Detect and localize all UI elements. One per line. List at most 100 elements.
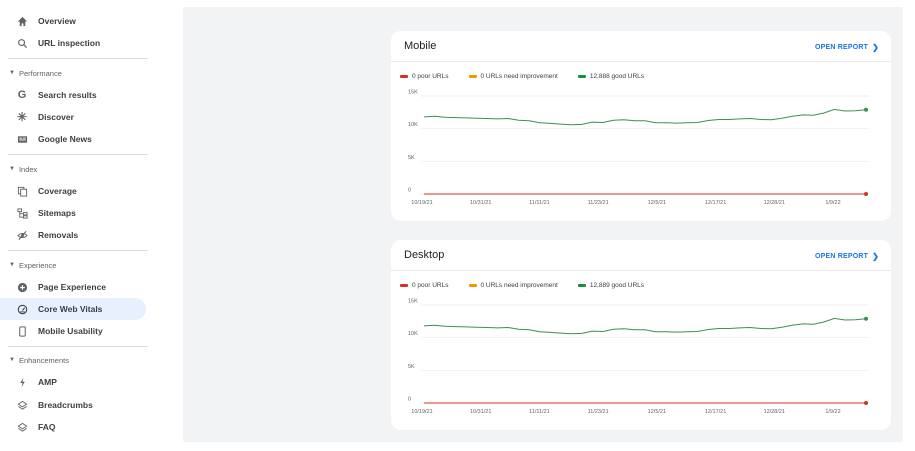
legend-poor: 0 poor URLs xyxy=(400,282,449,289)
section-label: Performance xyxy=(18,68,62,78)
home-icon xyxy=(16,15,28,27)
divider xyxy=(391,61,891,62)
legend-label: 12,889 good URLs xyxy=(589,282,645,289)
section-label: Index xyxy=(18,164,38,174)
sidebar-item-label: Discover xyxy=(38,112,74,122)
divider xyxy=(8,58,148,59)
sidebar-item-mobile-usability[interactable]: Mobile Usability xyxy=(0,320,146,342)
phone-icon xyxy=(16,325,28,337)
y-tick-label: 10K xyxy=(408,122,418,128)
plus-circle-icon xyxy=(16,281,28,293)
divider xyxy=(8,250,148,251)
open-report-label: OPEN REPORT xyxy=(814,253,869,260)
sidebar-item-label: FAQ xyxy=(38,422,56,432)
x-tick-label: 10/19/21 xyxy=(411,200,432,206)
x-tick-label: 12/17/21 xyxy=(705,200,726,206)
sidebar-item-search-results[interactable]: G Search results xyxy=(0,84,146,106)
section-index[interactable]: ▼ Index xyxy=(0,160,150,178)
y-tick-label: 0 xyxy=(408,188,411,194)
x-tick-label: 10/31/21 xyxy=(470,409,491,415)
sidebar-item-core-web-vitals[interactable]: Core Web Vitals xyxy=(0,298,146,320)
chevron-right-icon: ❯ xyxy=(872,252,879,261)
caret-down-icon: ▼ xyxy=(9,70,15,76)
sidebar-item-overview[interactable]: Overview xyxy=(0,10,146,32)
open-report-button[interactable]: OPEN REPORT ❯ xyxy=(815,43,879,52)
y-tick-label: 10K xyxy=(408,331,418,337)
legend-label: 0 poor URLs xyxy=(412,282,449,289)
asterisk-icon: ✳ xyxy=(16,110,28,124)
sidebar-item-label: Sitemaps xyxy=(38,208,76,218)
sidebar-item-label: AMP xyxy=(38,377,57,387)
card-title: Desktop xyxy=(404,249,445,261)
sidebar-item-label: Overview xyxy=(38,16,76,26)
section-label: Enhancements xyxy=(18,355,69,365)
x-tick-label: 12/17/21 xyxy=(705,409,726,415)
sidebar-item-label: Search results xyxy=(38,90,97,100)
mobile-line-chart: 15K 10K 5K 010/19/21 10/31/21 11/11/21 11/23/2… xyxy=(408,90,869,206)
x-tick-label: 1/9/22 xyxy=(825,200,840,206)
speedometer-icon xyxy=(16,303,28,315)
bolt-icon xyxy=(16,376,28,388)
x-tick-label: 1/9/22 xyxy=(825,409,840,415)
desktop-line-chart: 15K 10K 5K 010/19/21 10/31/21 11/11/21 11/23/2… xyxy=(408,299,869,415)
x-tick-label: 12/28/21 xyxy=(764,409,785,415)
news-icon xyxy=(16,133,28,145)
legend-swatch xyxy=(577,284,586,287)
sidebar-item-coverage[interactable]: Coverage xyxy=(0,180,146,202)
legend-swatch xyxy=(577,75,586,78)
legend-swatch xyxy=(468,75,477,78)
copy-icon xyxy=(16,185,28,197)
chart-legend: 0 poor URLs 0 URLs need improvement 12,8… xyxy=(400,282,664,289)
legend-poor: 0 poor URLs xyxy=(400,73,449,80)
x-tick-label: 11/23/21 xyxy=(588,200,609,206)
main-content: Mobile OPEN REPORT ❯ 0 poor URLs 0 URLs … xyxy=(183,7,903,442)
google-g-icon: G xyxy=(17,89,27,101)
sidebar-item-label: Breadcrumbs xyxy=(38,400,93,410)
legend-swatch xyxy=(400,284,408,287)
caret-down-icon: ▼ xyxy=(9,166,15,172)
sidebar-item-faq[interactable]: FAQ xyxy=(0,416,146,438)
sidebar-item-discover[interactable]: ✳ Discover xyxy=(0,106,146,128)
x-tick-label: 10/31/21 xyxy=(470,200,491,206)
legend-good: 12,889 good URLs xyxy=(577,282,645,289)
divider xyxy=(391,270,891,271)
x-tick-label: 12/5/21 xyxy=(648,200,666,206)
x-tick-label: 12/5/21 xyxy=(648,409,666,415)
y-tick-label: 15K xyxy=(408,299,418,305)
mobile-report-card: Mobile OPEN REPORT ❯ 0 poor URLs 0 URLs … xyxy=(391,31,891,221)
sidebar-item-sitemaps[interactable]: Sitemaps xyxy=(0,202,146,224)
sidebar-item-label: Removals xyxy=(38,230,79,240)
sidebar-item-page-experience[interactable]: Page Experience xyxy=(0,276,146,298)
x-tick-label: 11/23/21 xyxy=(588,409,609,415)
caret-down-icon: ▼ xyxy=(9,357,15,363)
sidebar-item-breadcrumbs[interactable]: Breadcrumbs xyxy=(0,394,146,416)
sidebar-item-amp[interactable]: AMP xyxy=(0,371,146,393)
legend-needs-improvement: 0 URLs need improvement xyxy=(468,282,558,289)
section-label: Experience xyxy=(18,260,57,270)
y-tick-label: 0 xyxy=(408,397,411,403)
x-tick-label: 12/28/21 xyxy=(764,200,785,206)
legend-label: 0 URLs need improvement xyxy=(480,73,558,80)
section-enhancements[interactable]: ▼ Enhancements xyxy=(0,351,150,369)
layers-icon xyxy=(16,399,28,411)
sidebar-item-google-news[interactable]: Google News xyxy=(0,128,146,150)
x-tick-label: 10/19/21 xyxy=(411,409,432,415)
series-endpoint xyxy=(864,316,868,321)
divider xyxy=(8,346,148,347)
series-line xyxy=(423,108,867,126)
sidebar-item-url-inspection[interactable]: URL inspection xyxy=(0,32,146,54)
sidebar-item-removals[interactable]: Removals xyxy=(0,224,146,246)
caret-down-icon: ▼ xyxy=(9,262,15,268)
section-performance[interactable]: ▼ Performance xyxy=(0,64,150,82)
legend-needs-improvement: 0 URLs need improvement xyxy=(468,73,558,80)
legend-label: 12,888 good URLs xyxy=(589,73,645,80)
series-endpoint xyxy=(864,107,868,112)
series-line xyxy=(423,317,867,335)
open-report-button[interactable]: OPEN REPORT ❯ xyxy=(815,252,879,261)
layers-icon xyxy=(16,421,28,433)
card-title: Mobile xyxy=(404,40,437,52)
x-tick-label: 11/11/21 xyxy=(529,409,550,415)
sidebar-item-label: Page Experience xyxy=(38,282,107,292)
search-icon xyxy=(16,37,28,49)
section-experience[interactable]: ▼ Experience xyxy=(0,256,150,274)
